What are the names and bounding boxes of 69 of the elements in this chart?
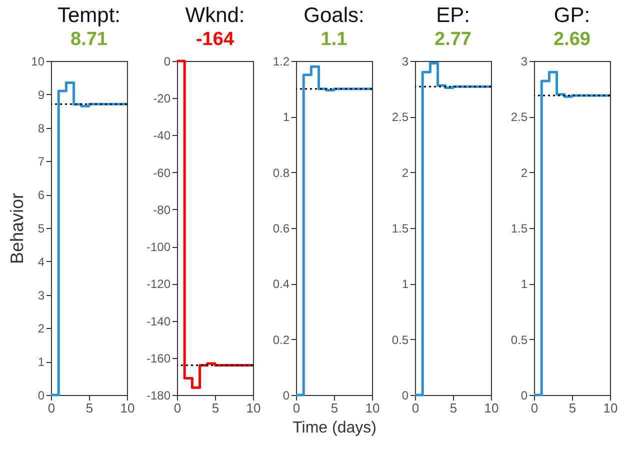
y-tick-label: 2 [402,166,409,180]
y-tick-label: 1 [402,277,409,292]
y-tick-label: 7 [38,154,45,169]
chart-title: EP: [436,4,470,27]
y-tick-label: -100 [146,240,171,254]
y-tick-label: 3 [520,54,528,68]
chart-title: Tempt: [57,4,121,27]
y-tick-label: 0.2 [272,332,290,347]
y-tick-label: 0.5 [510,332,528,347]
x-tick-label: 10 [365,400,380,416]
y-tick-label: -180 [146,388,171,402]
x-tick-label: 0 [48,400,56,416]
x-tick-label: 5 [450,400,458,416]
y-tick-label: 4 [38,254,45,269]
y-tick-label: 2 [38,322,45,336]
y-tick-label: 0 [282,388,290,402]
y-tick-label: 0 [164,54,171,68]
y-tick-label: -60 [153,166,171,180]
y-tick-label: 9 [38,88,45,102]
y-tick-label: 0.6 [272,222,290,236]
x-tick-label: 5 [330,400,338,416]
y-tick-label: 0.8 [272,166,290,180]
x-tick-label: 0 [174,400,182,416]
x-tick-label: 10 [603,400,618,416]
x-tick-label: 10 [120,400,135,416]
chart-title: Wknd: [185,4,245,27]
y-tick-label: 1 [520,277,528,292]
y-tick-label: 3 [402,54,409,68]
x-tick-label: 5 [212,400,220,416]
chart-title: GP: [554,4,590,27]
y-tick-label: -160 [146,351,171,366]
y-axis-title: Behavior [7,192,28,264]
y-tick-label: 1 [282,110,290,124]
y-tick-label: 2.5 [510,110,528,124]
x-tick-label: 10 [484,400,499,416]
y-tick-label: 3 [38,288,45,302]
chart-title: Goals: [304,4,364,27]
y-tick-label: 1.2 [272,54,290,68]
chart-subtitle: 1.1 [320,29,348,50]
y-tick-label: 6 [38,188,45,202]
y-tick-label: 1.5 [510,222,528,236]
x-tick-label: 5 [568,400,576,416]
y-tick-label: -140 [146,314,171,328]
y-tick-label: 5 [38,222,45,236]
y-tick-label: 8 [38,121,45,136]
y-tick-label: -80 [153,202,171,217]
y-tick-label: 0 [402,388,409,402]
chart-subtitle: 2.77 [434,29,472,50]
chart-subtitle: 8.71 [70,29,108,50]
y-tick-label: 10 [31,54,45,68]
y-tick-label: 1 [38,355,45,370]
y-tick-label: -40 [153,128,171,143]
chart-subtitle: -164 [196,29,234,50]
y-tick-label: 0.4 [272,277,290,292]
x-tick-label: 0 [292,400,300,416]
y-tick-label: 0.5 [392,332,409,347]
y-tick-label: 1.5 [392,222,409,236]
x-tick-label: 5 [86,400,94,416]
y-tick-label: 0 [520,388,528,402]
chart-subtitle: 2.69 [554,29,590,50]
y-tick-label: -20 [153,92,171,106]
x-tick-label: 0 [530,400,538,416]
y-tick-label: 2.5 [392,110,409,124]
x-tick-label: 10 [246,400,261,416]
y-tick-label: 2 [520,166,528,180]
y-tick-label: -120 [146,277,171,292]
x-axis-title: Time (days) [292,420,376,436]
x-tick-label: 0 [412,400,420,416]
y-tick-label: 0 [38,388,45,402]
